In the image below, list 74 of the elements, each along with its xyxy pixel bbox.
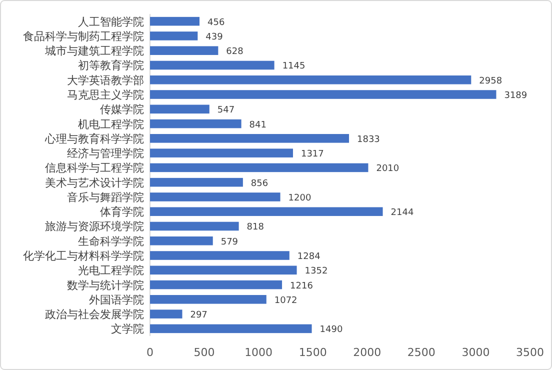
y-tick-label: 心理与教育科学学院	[44, 132, 144, 146]
data-label: 818	[246, 222, 264, 233]
data-label: 1145	[282, 62, 306, 72]
y-tick-label: 化学化工与材料科学学院	[23, 250, 144, 262]
data-label: 1072	[274, 296, 298, 306]
bar	[150, 222, 239, 231]
x-tick-label: 2000	[353, 346, 382, 359]
x-tick-label: 3000	[462, 346, 490, 359]
data-label: 456	[208, 18, 225, 28]
bar	[150, 148, 293, 158]
bar	[150, 60, 274, 70]
data-label: 297	[190, 310, 208, 321]
bar	[150, 251, 290, 260]
y-tick-label: 外国语学院	[89, 293, 144, 306]
bar	[150, 295, 266, 304]
y-tick-label: 文学院	[111, 322, 144, 336]
bar	[150, 310, 182, 318]
bar	[150, 178, 243, 187]
data-label: 1490	[320, 325, 343, 336]
data-label: 1352	[304, 266, 328, 277]
x-tick-label: 3500	[516, 346, 544, 359]
data-label: 2144	[390, 208, 414, 218]
bar	[150, 134, 350, 143]
y-tick-label: 城市与建筑工程学院	[44, 44, 144, 58]
y-tick-label: 食品科学与制药工程学院	[23, 30, 144, 43]
data-label: 1284	[297, 252, 321, 262]
bar	[150, 75, 472, 84]
x-tick-label: 2500	[407, 346, 436, 359]
data-label: 1833	[357, 134, 380, 145]
y-tick-label: 信息科学与工程学院	[45, 162, 144, 175]
bar	[150, 119, 242, 128]
x-tick-label: 500	[194, 346, 215, 359]
y-tick-label: 数学与统计学院	[67, 278, 144, 292]
data-label: 628	[226, 47, 244, 58]
bar	[150, 32, 198, 40]
y-tick-label: 生命科学学院	[78, 234, 144, 248]
bar	[150, 324, 312, 334]
data-label: 841	[249, 120, 266, 130]
bar	[150, 104, 210, 114]
bar	[150, 192, 280, 202]
bar	[150, 280, 282, 290]
x-tick-label: 0	[146, 346, 154, 359]
bar	[150, 90, 496, 99]
bar	[150, 236, 213, 246]
data-label: 439	[206, 32, 224, 42]
data-label: 1216	[290, 281, 314, 292]
data-label: 2958	[479, 76, 502, 86]
bar	[150, 207, 383, 216]
y-tick-label: 传媒学院	[100, 103, 144, 116]
x-tick-label: 1500	[298, 346, 327, 359]
y-tick-label: 体育学院	[100, 206, 144, 219]
y-tick-label: 政治与社会发展学院	[45, 308, 144, 322]
y-tick-label: 人工智能学院	[78, 15, 144, 28]
y-tick-label: 美术与艺术设计学院	[45, 176, 144, 190]
y-tick-label: 马克思主义学院	[67, 88, 144, 102]
data-label: 1200	[288, 193, 312, 204]
data-label: 856	[250, 178, 268, 189]
data-label: 2010	[376, 164, 400, 174]
data-label: 579	[220, 237, 238, 248]
bar	[150, 16, 200, 26]
data-label: 547	[217, 106, 235, 116]
bar	[150, 163, 368, 172]
y-tick-label: 大学英语教学部	[67, 74, 144, 87]
y-tick-label: 机电工程学院	[78, 118, 144, 131]
bar	[150, 266, 297, 275]
x-tick-label: 1000	[244, 346, 273, 359]
y-tick-label: 光电工程学院	[78, 264, 144, 278]
data-label: 3189	[504, 91, 528, 101]
y-tick-label: 经济与管理学院	[67, 147, 144, 160]
y-tick-label: 初等教育学院	[78, 59, 144, 72]
data-label: 1317	[300, 150, 324, 160]
y-tick-label: 音乐与舞蹈学院	[67, 190, 144, 204]
bar	[150, 46, 218, 55]
y-tick-label: 旅游与资源环境学院	[45, 220, 144, 234]
